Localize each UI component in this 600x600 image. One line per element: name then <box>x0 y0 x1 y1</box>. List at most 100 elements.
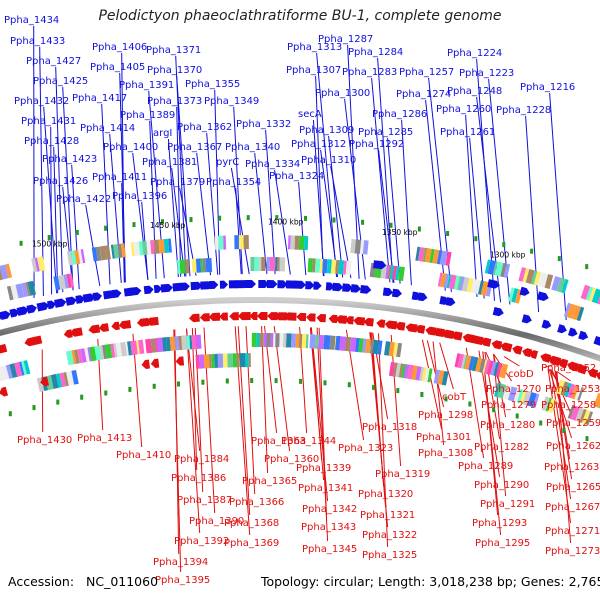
gene-label-ppha-1414[interactable]: Ppha_1414 <box>80 123 135 134</box>
gene-label-ppha-1426[interactable]: Ppha_1426 <box>33 176 88 187</box>
gene-label-ppha-1248[interactable]: Ppha_1248 <box>447 86 502 97</box>
gene-label-pyrc[interactable]: pyrC <box>216 157 239 168</box>
gene-label-ppha-1279[interactable]: Ppha_1279 <box>481 400 536 411</box>
gene-label-ppha-1252[interactable]: Ppha_1252 <box>541 363 596 374</box>
gene-label-ppha-1224[interactable]: Ppha_1224 <box>447 48 502 59</box>
gene-label-ppha-1349[interactable]: Ppha_1349 <box>204 96 259 107</box>
gene-label-ppha-1262[interactable]: Ppha_1262 <box>546 441 600 452</box>
gene-label-ppha-1259[interactable]: Ppha_1259 <box>546 418 600 429</box>
gene-label-ppha-1280[interactable]: Ppha_1280 <box>480 420 535 431</box>
gene-label-ppha-1363[interactable]: Ppha_1363 <box>251 436 306 447</box>
gene-label-ppha-1253[interactable]: Ppha_1253 <box>545 384 600 395</box>
gene-label-ppha-1425[interactable]: Ppha_1425 <box>33 76 88 87</box>
gene-label-ppha-1287[interactable]: Ppha_1287 <box>318 34 373 45</box>
gene-label-ppha-1365[interactable]: Ppha_1365 <box>242 476 297 487</box>
gene-label-ppha-1271[interactable]: Ppha_1271 <box>545 526 600 537</box>
gene-label-ppha-1283[interactable]: Ppha_1283 <box>342 67 397 78</box>
gene-label-ppha-1332[interactable]: Ppha_1332 <box>236 119 291 130</box>
gene-label-ppha-1428[interactable]: Ppha_1428 <box>24 136 79 147</box>
gene-label-ppha-1257[interactable]: Ppha_1257 <box>399 67 454 78</box>
gene-label-ppha-1263[interactable]: Ppha_1263 <box>544 462 599 473</box>
gene-label-ppha-1422[interactable]: Ppha_1422 <box>56 194 111 205</box>
gene-label-ppha-1392[interactable]: Ppha_1392 <box>174 536 229 547</box>
gene-label-ppha-1432[interactable]: Ppha_1432 <box>14 96 69 107</box>
gene-label-ppha-1362[interactable]: Ppha_1362 <box>177 122 232 133</box>
gene-label-ppha-1286[interactable]: Ppha_1286 <box>372 109 427 120</box>
gene-label-ppha-1284[interactable]: Ppha_1284 <box>348 47 403 58</box>
gene-label-ppha-1301[interactable]: Ppha_1301 <box>416 432 471 443</box>
gene-label-ppha-1391[interactable]: Ppha_1391 <box>119 80 174 91</box>
gene-label-ppha-1321[interactable]: Ppha_1321 <box>360 510 415 521</box>
gene-label-ppha-1384[interactable]: Ppha_1384 <box>174 454 229 465</box>
gene-label-ppha-1334[interactable]: Ppha_1334 <box>245 159 300 170</box>
gene-label-ppha-1261[interactable]: Ppha_1261 <box>440 127 495 138</box>
gene-label-ppha-1371[interactable]: Ppha_1371 <box>146 45 201 56</box>
gene-label-ppha-1228[interactable]: Ppha_1228 <box>496 105 551 116</box>
gene-label-ppha-1260[interactable]: Ppha_1260 <box>436 104 491 115</box>
gene-label-ppha-1355[interactable]: Ppha_1355 <box>185 79 240 90</box>
gene-label-ppha-1368[interactable]: Ppha_1368 <box>224 518 279 529</box>
gene-label-ppha-1292[interactable]: Ppha_1292 <box>349 139 404 150</box>
gene-label-ppha-1396[interactable]: Ppha_1396 <box>112 191 167 202</box>
gene-label-ppha-1307[interactable]: Ppha_1307 <box>286 65 341 76</box>
gene-label-ppha-1400[interactable]: Ppha_1400 <box>103 142 158 153</box>
gene-label-ppha-1293[interactable]: Ppha_1293 <box>472 518 527 529</box>
gene-label-ppha-1308[interactable]: Ppha_1308 <box>418 448 473 459</box>
gene-label-cobd[interactable]: cobD <box>508 369 534 380</box>
gene-label-ppha-1395[interactable]: Ppha_1395 <box>155 575 210 586</box>
gene-label-ppha-1423[interactable]: Ppha_1423 <box>42 154 97 165</box>
gene-label-ppha-1381[interactable]: Ppha_1381 <box>142 157 197 168</box>
gene-label-ppha-1367[interactable]: Ppha_1367 <box>167 142 222 153</box>
gene-label-ppha-1258[interactable]: Ppha_1258 <box>541 400 596 411</box>
gene-label-ppha-1406[interactable]: Ppha_1406 <box>92 42 147 53</box>
gene-label-ppha-1430[interactable]: Ppha_1430 <box>17 435 72 446</box>
gene-label-ppha-1285[interactable]: Ppha_1285 <box>358 127 413 138</box>
gene-label-ppha-1295[interactable]: Ppha_1295 <box>475 538 530 549</box>
gene-label-argi[interactable]: argI <box>153 128 172 139</box>
gene-label-ppha-1318[interactable]: Ppha_1318 <box>362 422 417 433</box>
gene-label-ppha-1270[interactable]: Ppha_1270 <box>486 384 541 395</box>
gene-label-cobt[interactable]: cobT <box>442 392 467 403</box>
gene-label-ppha-1405[interactable]: Ppha_1405 <box>90 62 145 73</box>
gene-label-ppha-1340[interactable]: Ppha_1340 <box>225 142 280 153</box>
gene-label-ppha-1320[interactable]: Ppha_1320 <box>358 489 413 500</box>
gene-label-ppha-1373[interactable]: Ppha_1373 <box>147 96 202 107</box>
gene-label-ppha-1345[interactable]: Ppha_1345 <box>302 544 357 555</box>
gene-label-ppha-1289[interactable]: Ppha_1289 <box>458 461 513 472</box>
gene-label-ppha-1267[interactable]: Ppha_1267 <box>545 502 600 513</box>
gene-label-seca[interactable]: secA <box>298 109 322 120</box>
gene-label-ppha-1322[interactable]: Ppha_1322 <box>362 530 417 541</box>
gene-label-ppha-1369[interactable]: Ppha_1369 <box>224 538 279 549</box>
gene-label-ppha-1265[interactable]: Ppha_1265 <box>546 482 600 493</box>
gene-label-ppha-1431[interactable]: Ppha_1431 <box>21 116 76 127</box>
gene-label-ppha-1319[interactable]: Ppha_1319 <box>375 469 430 480</box>
gene-label-ppha-1313[interactable]: Ppha_1313 <box>287 42 342 53</box>
gene-label-ppha-1291[interactable]: Ppha_1291 <box>480 499 535 510</box>
gene-label-ppha-1386[interactable]: Ppha_1386 <box>171 473 226 484</box>
gene-label-ppha-1282[interactable]: Ppha_1282 <box>474 442 529 453</box>
gene-label-ppha-1370[interactable]: Ppha_1370 <box>147 65 202 76</box>
gene-label-ppha-1312[interactable]: Ppha_1312 <box>291 139 346 150</box>
gene-label-ppha-1273[interactable]: Ppha_1273 <box>545 546 600 557</box>
gene-label-ppha-1342[interactable]: Ppha_1342 <box>302 504 357 515</box>
gene-label-ppha-1360[interactable]: Ppha_1360 <box>264 454 319 465</box>
gene-label-ppha-1434[interactable]: Ppha_1434 <box>4 15 59 26</box>
gene-label-ppha-1323[interactable]: Ppha_1323 <box>338 443 393 454</box>
gene-label-ppha-1427[interactable]: Ppha_1427 <box>26 56 81 67</box>
gene-label-ppha-1223[interactable]: Ppha_1223 <box>459 68 514 79</box>
gene-label-ppha-1344[interactable]: Ppha_1344 <box>281 436 336 447</box>
gene-label-ppha-1341[interactable]: Ppha_1341 <box>298 483 353 494</box>
gene-label-ppha-1379[interactable]: Ppha_1379 <box>150 177 205 188</box>
gene-label-ppha-1300[interactable]: Ppha_1300 <box>315 88 370 99</box>
gene-label-ppha-1410[interactable]: Ppha_1410 <box>116 450 171 461</box>
gene-label-ppha-1216[interactable]: Ppha_1216 <box>520 82 575 93</box>
gene-label-ppha-1298[interactable]: Ppha_1298 <box>418 410 473 421</box>
gene-label-ppha-1389[interactable]: Ppha_1389 <box>120 110 175 121</box>
gene-label-ppha-1417[interactable]: Ppha_1417 <box>72 93 127 104</box>
gene-label-ppha-1433[interactable]: Ppha_1433 <box>10 36 65 47</box>
gene-label-ppha-1354[interactable]: Ppha_1354 <box>206 177 261 188</box>
gene-label-ppha-1310[interactable]: Ppha_1310 <box>301 155 356 166</box>
gene-label-ppha-1339[interactable]: Ppha_1339 <box>296 463 351 474</box>
gene-label-ppha-1387[interactable]: Ppha_1387 <box>177 495 232 506</box>
gene-label-ppha-1413[interactable]: Ppha_1413 <box>77 433 132 444</box>
